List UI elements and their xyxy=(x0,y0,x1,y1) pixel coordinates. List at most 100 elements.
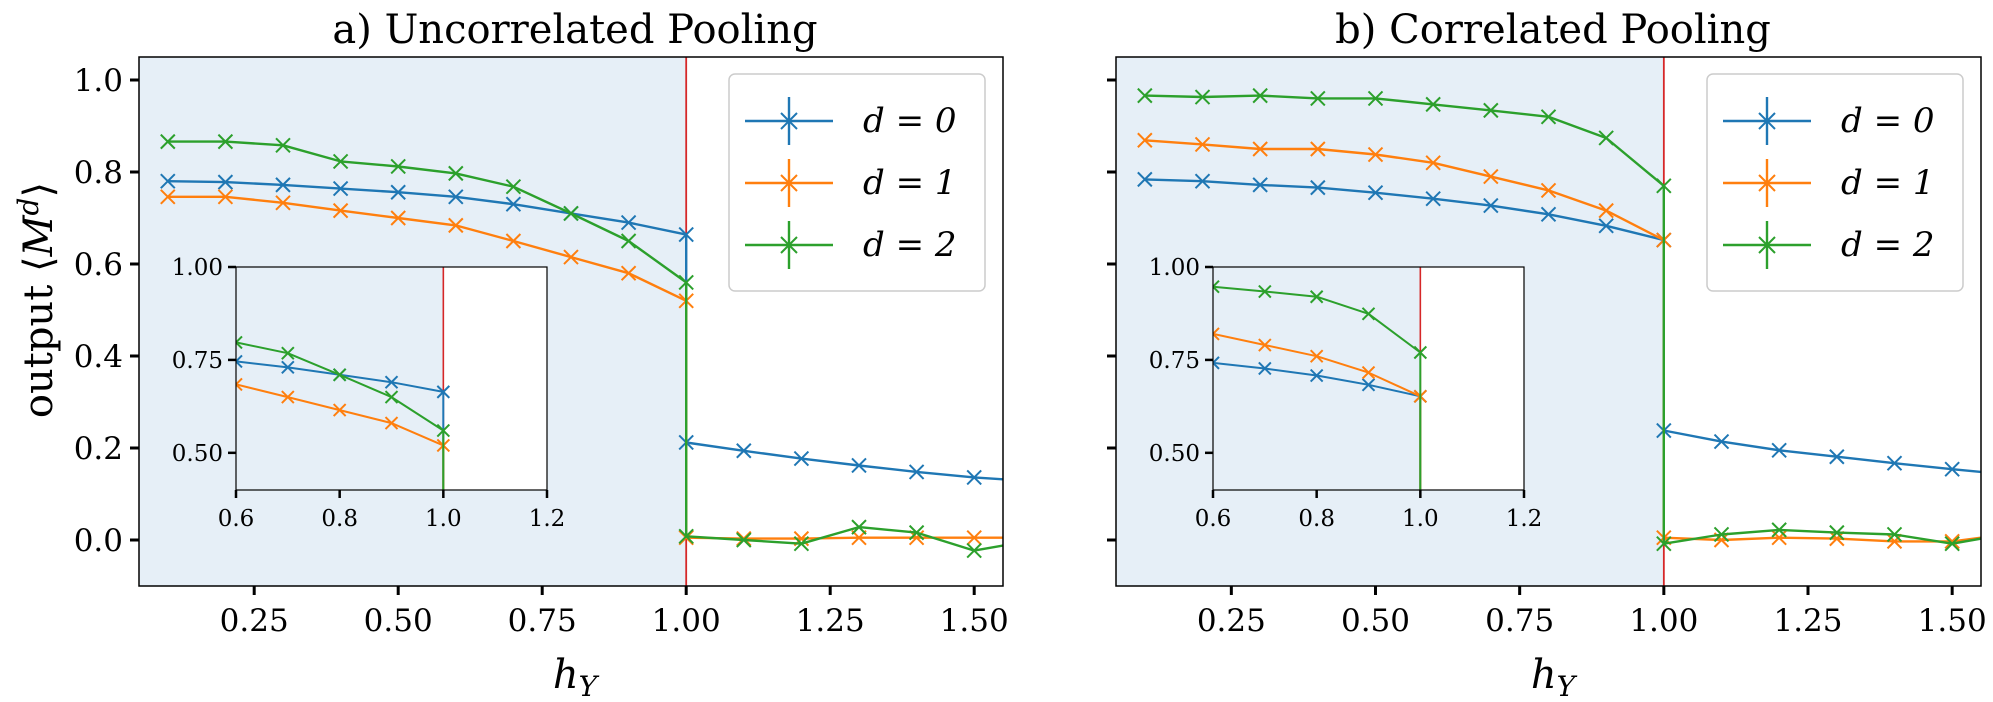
legend-marker xyxy=(1758,112,1776,130)
data-point xyxy=(217,189,234,205)
inset-data-point xyxy=(1258,338,1272,352)
data-point xyxy=(1252,177,1268,193)
inset-plot-area xyxy=(1213,279,1428,490)
legend-label: d = 2 xyxy=(1841,225,1935,265)
data-point xyxy=(448,165,464,182)
data-point xyxy=(1483,102,1499,119)
inset-data-point xyxy=(1309,368,1324,383)
inset-y-tick-label: 0.50 xyxy=(1149,441,1200,467)
x-tick-label: 0.50 xyxy=(364,603,433,639)
inset-data-point xyxy=(281,360,295,375)
data-point xyxy=(448,189,464,205)
x-tick-label: 0.75 xyxy=(1485,603,1554,639)
legend-item: d = 1 xyxy=(745,159,957,207)
data-point xyxy=(390,158,406,175)
inset-data-point xyxy=(236,354,243,369)
data-point xyxy=(1137,132,1153,148)
inset-x-tick-label: 0.6 xyxy=(218,506,255,532)
y-tick-label: 0.6 xyxy=(74,247,123,283)
data-point xyxy=(1483,197,1499,214)
data-point xyxy=(1367,90,1384,107)
data-point xyxy=(1367,146,1384,163)
data-point xyxy=(390,210,406,226)
inset-data-point xyxy=(1309,349,1324,363)
inset-y-tick-label: 0.75 xyxy=(1149,348,1200,374)
inset-data-point xyxy=(436,385,451,399)
data-point xyxy=(275,137,291,154)
x-tick-label: 0.25 xyxy=(220,603,289,639)
x-tick-label: 0.50 xyxy=(1341,603,1410,639)
data-point xyxy=(448,217,464,234)
inset-x-tick-label: 1.0 xyxy=(1402,506,1439,532)
inset-y-tick-label: 1.00 xyxy=(172,255,223,281)
x-axis-label: hY xyxy=(553,652,600,702)
inset-x-tick-label: 1.2 xyxy=(529,506,566,532)
x-tick-label: 1.25 xyxy=(796,603,865,639)
inset-data-point xyxy=(1213,279,1220,294)
data-point xyxy=(736,443,752,459)
data-point xyxy=(1713,526,1730,543)
data-point xyxy=(908,524,925,541)
data-point xyxy=(505,179,522,195)
data-point xyxy=(1310,179,1326,196)
data-point xyxy=(390,184,406,200)
series-1 xyxy=(1137,132,1981,550)
inset-data-point xyxy=(1213,356,1220,370)
legend-marker xyxy=(780,174,798,192)
legend-frame xyxy=(728,73,986,292)
inset-shaded-region xyxy=(1213,267,1421,490)
data-point xyxy=(736,532,752,548)
inset-data-point xyxy=(384,416,399,430)
plot-area xyxy=(1137,87,1981,552)
axes-frame xyxy=(1115,56,1982,587)
data-point xyxy=(1483,168,1499,185)
inset-data-point xyxy=(1361,378,1376,392)
x-tick-label: 1.50 xyxy=(940,603,1009,639)
inset-y-tick-label: 0.75 xyxy=(172,348,223,374)
inset-data-point xyxy=(236,377,243,392)
data-point xyxy=(275,195,291,211)
inset-x-tick-label: 1.2 xyxy=(1506,506,1543,532)
inset-plot-area xyxy=(236,335,451,490)
series-2 xyxy=(160,133,1003,559)
data-point xyxy=(1425,155,1441,171)
data-point xyxy=(1598,130,1614,146)
x-tick-label: 0.75 xyxy=(508,603,577,639)
x-tick-label: 1.50 xyxy=(1918,603,1987,639)
data-point xyxy=(332,153,349,170)
data-point xyxy=(966,469,982,486)
data-point xyxy=(1771,522,1787,538)
data-point xyxy=(160,189,176,205)
x-axis-label: hY xyxy=(1531,652,1578,702)
inset-data-point xyxy=(1258,284,1272,299)
legend-marker xyxy=(1758,236,1776,254)
plot-area xyxy=(160,133,1003,559)
data-point xyxy=(1194,173,1211,189)
data-point xyxy=(505,196,522,212)
data-point xyxy=(1771,529,1787,546)
data-point xyxy=(563,205,579,222)
data-point xyxy=(1829,449,1845,465)
inset-series-line-0 xyxy=(236,360,445,490)
data-point xyxy=(505,233,522,249)
data-point xyxy=(908,464,925,480)
data-point xyxy=(1771,442,1787,459)
data-point xyxy=(332,202,349,219)
series-0 xyxy=(1137,171,1981,477)
legend-item: d = 0 xyxy=(745,97,957,145)
data-point xyxy=(678,274,694,291)
data-point xyxy=(793,535,810,552)
data-point xyxy=(851,457,867,474)
x-tick-label: 1.00 xyxy=(1629,603,1698,639)
panel-title: b) Correlated Pooling xyxy=(1335,7,1771,53)
inset-frame xyxy=(1212,266,1525,491)
legend-label: d = 1 xyxy=(863,163,957,203)
panel-correlated: b) Correlated Pooling hY 0.25 0.50 0.75 1.0… xyxy=(1107,7,1987,702)
inset-x-tick-label: 0.8 xyxy=(1298,506,1335,532)
legend-item: d = 0 xyxy=(1723,97,1935,145)
inset-x-tick-label: 0.8 xyxy=(321,506,358,532)
inset-series-line-2 xyxy=(1213,285,1422,490)
data-point xyxy=(217,174,234,190)
data-point xyxy=(1310,141,1326,157)
